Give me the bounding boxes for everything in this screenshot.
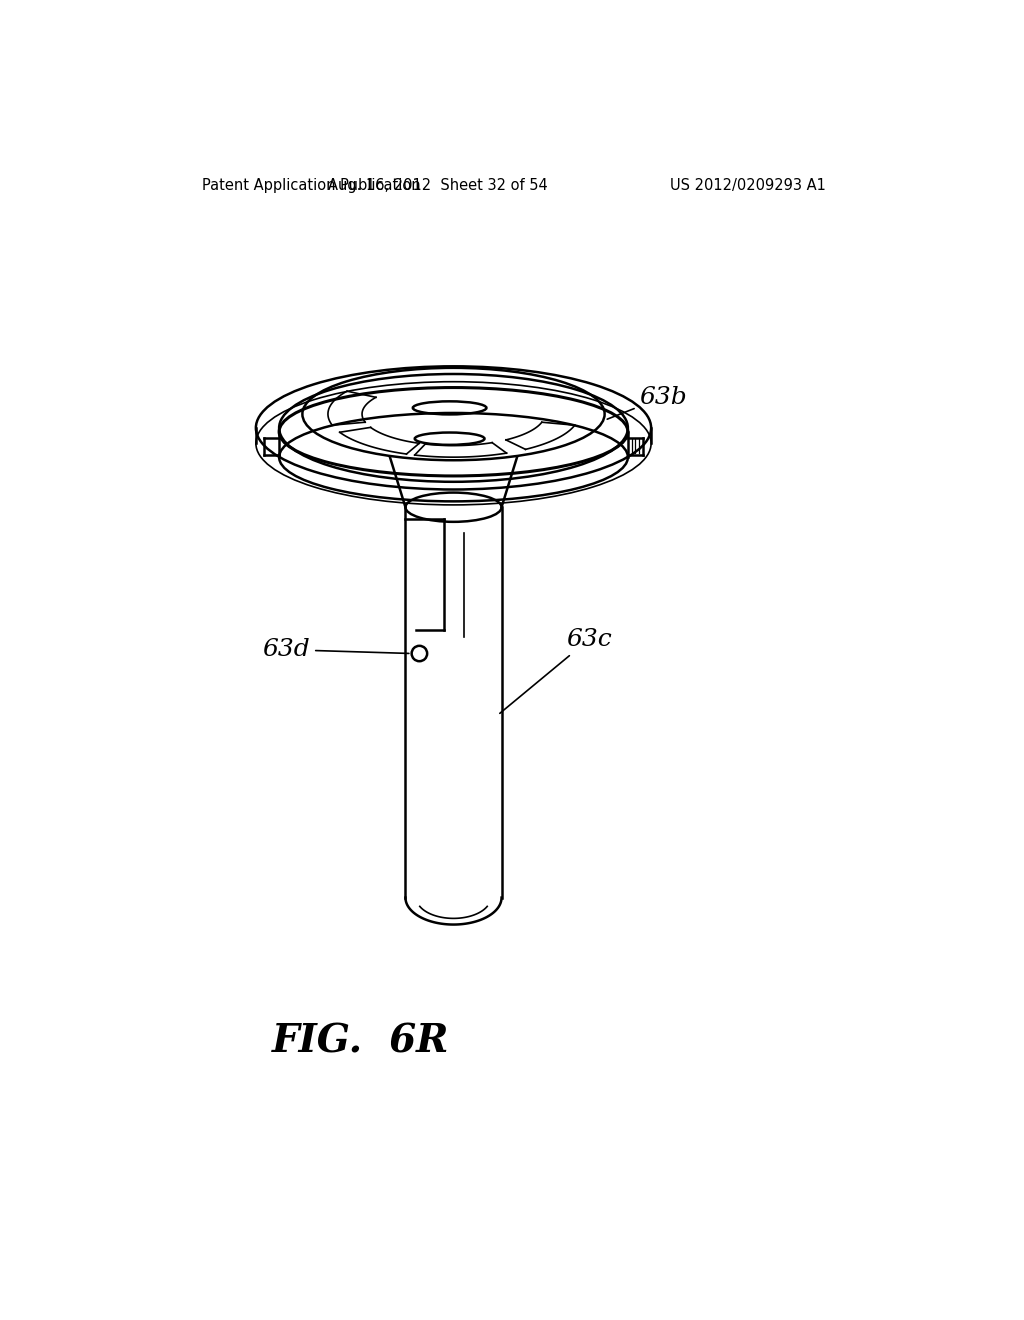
Text: 63d: 63d [262, 638, 409, 661]
Text: Aug. 16, 2012  Sheet 32 of 54: Aug. 16, 2012 Sheet 32 of 54 [328, 178, 548, 193]
Text: 63c: 63c [500, 628, 611, 713]
Text: 63b: 63b [607, 385, 687, 420]
Text: FIG.  6R: FIG. 6R [271, 1023, 450, 1061]
Text: Patent Application Publication: Patent Application Publication [202, 178, 420, 193]
Text: US 2012/0209293 A1: US 2012/0209293 A1 [671, 178, 826, 193]
